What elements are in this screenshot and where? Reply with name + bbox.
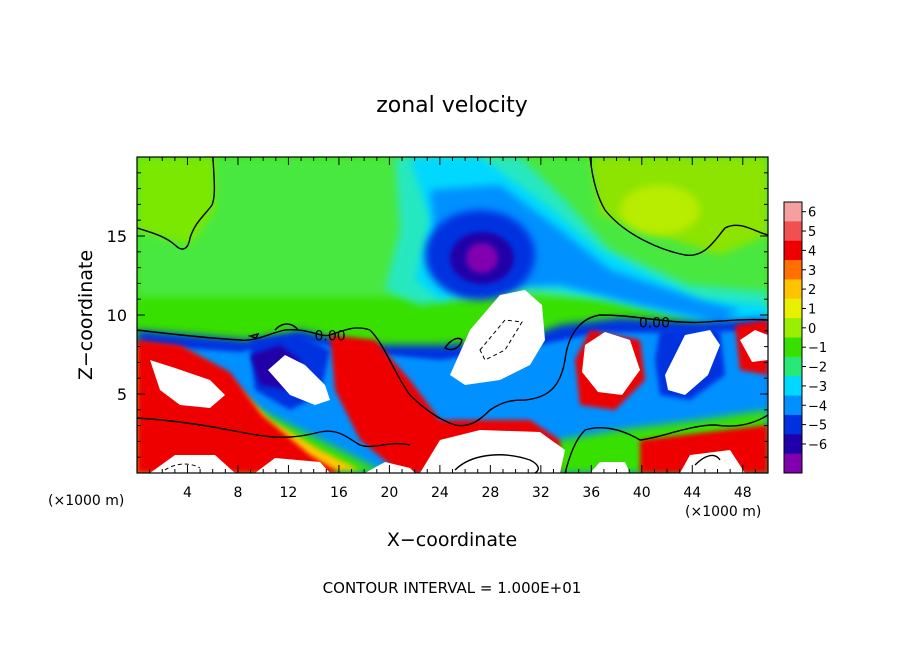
colorbar-swatch: [784, 240, 802, 261]
colorbar-swatch: [784, 337, 802, 358]
x-unit-left: (×1000 m): [48, 493, 124, 509]
colorbar-label: −4: [808, 399, 827, 414]
x-tick-label: 8: [233, 485, 242, 501]
colorbar-swatch: [784, 434, 802, 455]
chart-title: zonal velocity: [376, 93, 528, 118]
upper-blue-jet: [385, 157, 768, 330]
x-tick-label: 4: [183, 485, 192, 501]
colorbar-frame: [783, 201, 803, 474]
x-axis-label: X−coordinate: [387, 529, 517, 551]
colorbar-label: 4: [808, 244, 816, 259]
x-tick-label: 24: [431, 485, 449, 501]
x-tick-label: 28: [481, 485, 499, 501]
contour-label: 0.00: [315, 328, 346, 344]
colorbar-label: −6: [808, 438, 827, 453]
colorbar-swatch: [784, 298, 802, 319]
colorbar-label: 2: [808, 283, 816, 298]
x-tick-label: 12: [280, 485, 298, 501]
colorbar-label: 3: [808, 264, 816, 279]
y-tick-label: 15: [107, 227, 127, 246]
contour-interval-footer: CONTOUR INTERVAL = 1.000E+01: [323, 579, 582, 597]
x-unit-right: (×1000 m): [685, 504, 761, 520]
colorbar-swatch: [784, 356, 802, 377]
colorbar-swatch: [784, 453, 802, 474]
x-tick-label: 48: [734, 485, 752, 501]
colorbar-swatch: [784, 395, 802, 416]
colorbar-label: 5: [808, 225, 816, 240]
x-tick-label: 16: [330, 485, 348, 501]
y-axis-label: Z−coordinate: [75, 250, 97, 380]
x-tick-label: 20: [380, 485, 398, 501]
colorbar-label: 0: [808, 322, 816, 337]
colorbar-swatch: [784, 202, 802, 222]
colorbar-label: −2: [808, 361, 827, 376]
saturated-maxima: [150, 290, 768, 473]
x-tick-label: 32: [532, 485, 550, 501]
colorbar-swatch: [784, 318, 802, 338]
negative-contours: [164, 319, 523, 471]
colorbar: 6 5 4 3 2 1 0 −1 −2 −3 −4 −5 −6: [783, 201, 827, 474]
colorbar-swatch: [784, 260, 802, 280]
colorbar-label: −1: [808, 341, 827, 356]
y-tick-label: 5: [117, 385, 127, 404]
contour-label: 0.00: [639, 316, 670, 332]
colorbar-label: −3: [808, 380, 827, 395]
colorbar-swatch: [784, 414, 802, 435]
contour-labels: 0.00 0.00: [315, 316, 671, 345]
plot-field: [137, 157, 768, 473]
colorbar-label: −5: [808, 419, 827, 434]
colorbar-swatch: [784, 376, 802, 397]
colorbar-label: 6: [808, 206, 816, 221]
colorbar-label: 1: [808, 302, 816, 317]
x-tick-label: 36: [582, 485, 600, 501]
zero-contours: [137, 157, 768, 473]
colorbar-swatch: [784, 279, 802, 300]
x-tick-label: 44: [683, 485, 701, 501]
colorbar-swatch: [784, 221, 802, 242]
x-tick-label: 40: [633, 485, 651, 501]
y-tick-label: 10: [107, 306, 127, 325]
